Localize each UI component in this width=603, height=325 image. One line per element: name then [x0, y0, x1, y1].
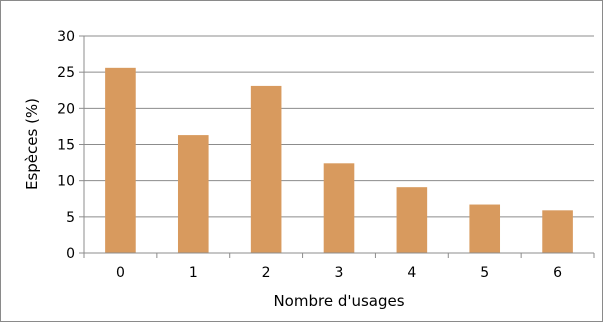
- gridlines: [84, 35, 594, 218]
- bar-0: [105, 67, 136, 254]
- y-tick-labels: 0 5 10 15 20 25 30: [57, 29, 75, 262]
- bar-6: [542, 210, 573, 253]
- x-axis-label: Nombre d'usages: [273, 292, 404, 310]
- y-tick-label: 10: [57, 174, 75, 190]
- y-tick-label: 15: [57, 138, 75, 154]
- y-tick-label: 30: [57, 29, 75, 45]
- y-tick-label: 5: [66, 210, 75, 226]
- x-tick-label: 4: [407, 265, 416, 281]
- x-tick-label: 2: [262, 265, 271, 281]
- y-tick-label: 25: [57, 65, 75, 81]
- x-tick-label: 0: [116, 265, 125, 281]
- bar-2: [250, 85, 282, 253]
- bar-4: [396, 187, 428, 253]
- axes: [79, 35, 595, 258]
- x-tick-label: 5: [480, 265, 489, 281]
- x-tick-label: 1: [189, 265, 198, 281]
- x-tick-labels: 0 1 2 3 4 5 6: [116, 265, 562, 281]
- bars: [105, 67, 573, 254]
- bar-3: [323, 163, 355, 253]
- y-tick-label: 20: [57, 101, 75, 117]
- bar-5: [469, 204, 501, 253]
- y-axis-label: Espèces (%): [23, 98, 41, 190]
- x-tick-label: 3: [335, 265, 344, 281]
- x-tick-label: 6: [553, 265, 562, 281]
- y-tick-label: 0: [66, 246, 75, 262]
- bar-1: [177, 135, 209, 253]
